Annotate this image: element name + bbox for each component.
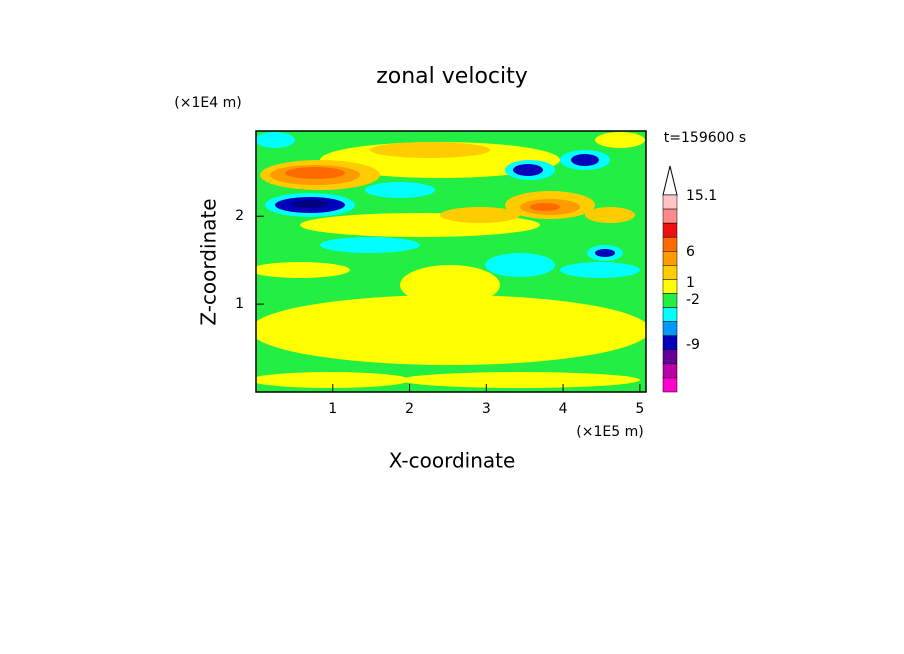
colorbar-band xyxy=(662,194,678,210)
colorbar-band xyxy=(662,349,678,365)
colorbar-band xyxy=(662,251,678,266)
y-tick-label: 2 xyxy=(235,208,244,224)
x-multiplier: (×1E5 m) xyxy=(576,424,643,440)
x-tick-label: 2 xyxy=(405,401,414,417)
colorbar-tick-label: 15.1 xyxy=(686,188,717,204)
chart-title: zonal velocity xyxy=(376,64,528,89)
colorbar-band xyxy=(662,307,678,322)
colorbar-band xyxy=(662,208,678,224)
colorbar-band xyxy=(662,377,678,393)
y-tick-label: 1 xyxy=(235,296,244,312)
colorbar-band xyxy=(662,236,678,252)
x-tick-label: 4 xyxy=(559,401,568,417)
x-tick-label: 3 xyxy=(482,401,491,417)
colorbar-tick-label: -9 xyxy=(686,337,700,353)
colorbar-band xyxy=(662,293,678,308)
x-tick-label: 5 xyxy=(635,401,644,417)
colorbar-band xyxy=(662,335,678,351)
colorbar-extend xyxy=(662,165,678,196)
colorbar-tick-label: -2 xyxy=(686,292,700,308)
colorbar-tick-label: 1 xyxy=(686,275,695,291)
time-label: t=159600 s xyxy=(664,130,746,146)
x-axis-label: X-coordinate xyxy=(389,449,516,473)
colorbar-band xyxy=(662,321,678,336)
colorbar-tick-label: 6 xyxy=(686,244,695,260)
colorbar-band xyxy=(662,222,678,238)
plot-frame xyxy=(255,130,647,393)
x-tick-label: 1 xyxy=(328,401,337,417)
colorbar-band xyxy=(662,279,678,294)
y-axis-label: Z-coordinate xyxy=(197,198,221,325)
colorbar-band xyxy=(662,363,678,379)
contour-field xyxy=(256,131,646,392)
colorbar-band xyxy=(662,265,678,280)
y-multiplier: (×1E4 m) xyxy=(174,95,241,111)
